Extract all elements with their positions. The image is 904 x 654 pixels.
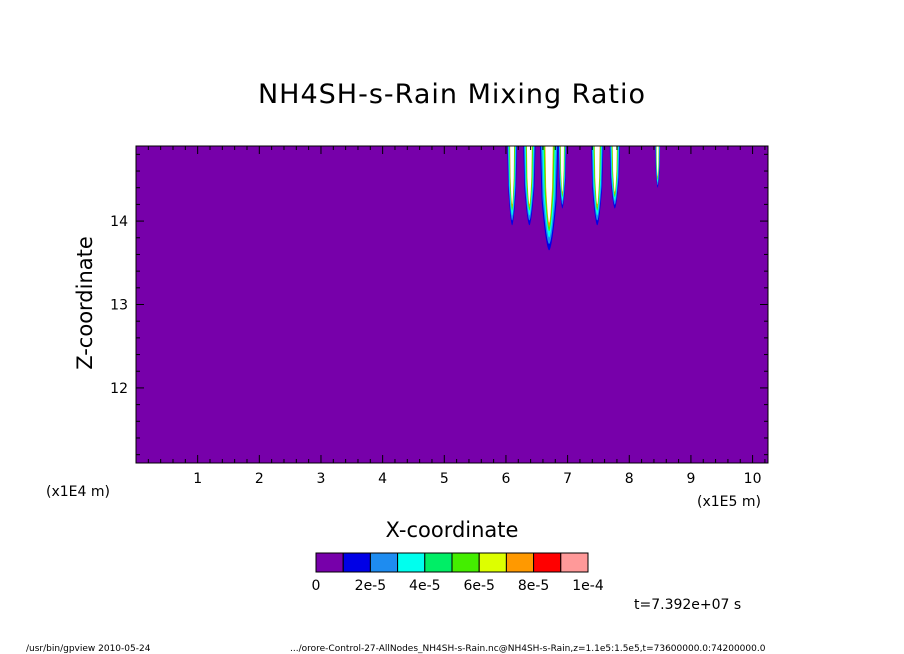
rain-feature-contour bbox=[612, 146, 617, 192]
x-tick-label: 6 bbox=[501, 471, 510, 487]
x-tick-label: 8 bbox=[625, 471, 634, 487]
rain-feature-contour bbox=[526, 146, 532, 205]
x-tick-label: 7 bbox=[563, 471, 572, 487]
rain-feature-contour bbox=[594, 146, 600, 205]
colorbar-swatch bbox=[397, 552, 426, 573]
x-tick-label: 1 bbox=[193, 471, 202, 487]
colorbar-label: 4e-5 bbox=[409, 578, 440, 594]
rain-feature bbox=[539, 146, 559, 251]
colorbar-label: 6e-5 bbox=[463, 578, 494, 594]
colorbar-swatch bbox=[315, 552, 344, 573]
colorbar-swatch bbox=[424, 552, 453, 573]
plot-area bbox=[136, 146, 768, 463]
chart-title: NH4SH-s-Rain Mixing Ratio bbox=[258, 79, 646, 110]
colorbar-swatch bbox=[505, 552, 535, 573]
colorbar-labels: 0 2e-5 4e-5 6e-5 8e-5 1e-4 bbox=[312, 578, 604, 594]
x-axis-ticks: 1 2 3 4 5 6 7 8 9 10 bbox=[147, 146, 766, 487]
colorbar-swatch bbox=[451, 552, 480, 573]
colorbar-swatch bbox=[560, 552, 589, 573]
colorbar-swatch bbox=[533, 552, 562, 573]
x-tick-label: 9 bbox=[686, 471, 695, 487]
rain-features bbox=[507, 146, 661, 251]
rain-feature-contour bbox=[510, 146, 515, 205]
footer-right: .../orore-Control-27-AllNodes_NH4SH-s-Ra… bbox=[290, 644, 766, 654]
y-axis-ticks: 12 13 14 bbox=[110, 153, 768, 456]
x-tick-label: 2 bbox=[255, 471, 264, 487]
x-axis-label: X-coordinate bbox=[386, 518, 519, 542]
colorbar-label: 1e-4 bbox=[572, 578, 604, 594]
colorbar-swatch bbox=[369, 552, 399, 573]
y-tick-label: 12 bbox=[110, 381, 128, 397]
colorbar-swatch bbox=[478, 552, 507, 573]
rain-feature-contour bbox=[560, 146, 564, 192]
rain-feature bbox=[591, 146, 604, 226]
rain-feature-contour bbox=[656, 146, 659, 177]
x-tick-label: 5 bbox=[440, 471, 449, 487]
colorbar-swatch bbox=[342, 552, 371, 573]
x-tick-label: 4 bbox=[378, 471, 387, 487]
rain-feature bbox=[507, 146, 518, 226]
rain-feature bbox=[609, 146, 620, 209]
x-scale-right-label: (x1E5 m) bbox=[697, 494, 761, 510]
colorbar bbox=[315, 552, 589, 573]
x-tick-label: 3 bbox=[317, 471, 326, 487]
rain-feature-contour bbox=[545, 146, 553, 223]
rain-feature bbox=[523, 146, 536, 226]
y-tick-label: 13 bbox=[110, 298, 128, 314]
x-tick-label: 10 bbox=[744, 471, 762, 487]
colorbar-label: 0 bbox=[312, 578, 321, 594]
rain-feature bbox=[655, 146, 661, 188]
footer-left: /usr/bin/gpview 2010-05-24 bbox=[26, 644, 151, 654]
time-label: t=7.392e+07 s bbox=[634, 597, 741, 613]
rain-feature bbox=[558, 146, 567, 209]
colorbar-label: 8e-5 bbox=[518, 578, 549, 594]
x-scale-left-label: (x1E4 m) bbox=[46, 484, 110, 500]
y-tick-label: 14 bbox=[110, 214, 128, 230]
colorbar-label: 2e-5 bbox=[355, 578, 386, 594]
y-axis-label: Z-coordinate bbox=[73, 236, 97, 370]
